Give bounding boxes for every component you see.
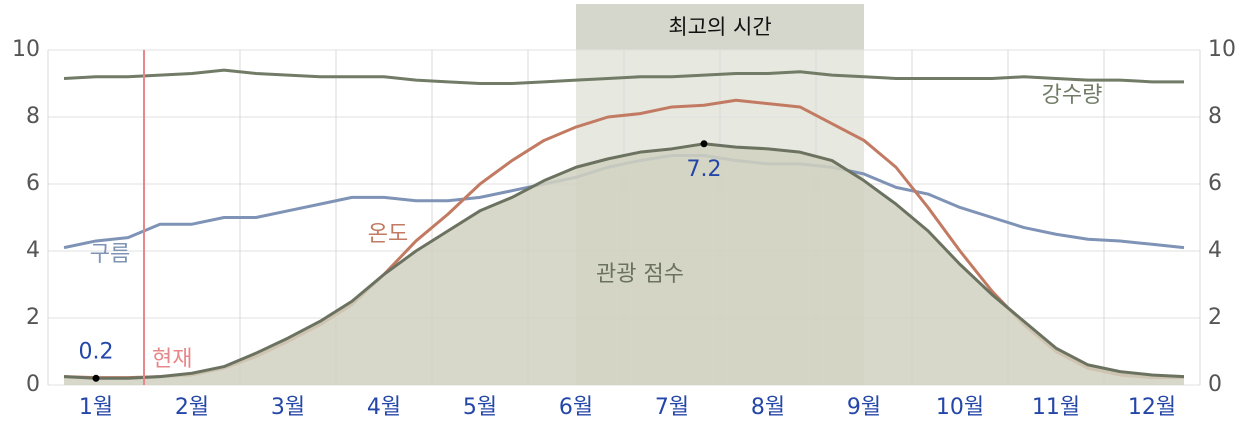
x-tick-label: 10월 [936, 395, 984, 420]
y-tick-label: 8 [26, 104, 40, 129]
y-tick-label: 6 [26, 171, 40, 196]
y-tick-label: 4 [26, 238, 40, 263]
series-label: 강수량 [1042, 83, 1103, 108]
extreme-dot [92, 374, 100, 382]
series-label: 관광 점수 [596, 262, 684, 287]
y-tick-label: 0 [26, 372, 40, 397]
y-tick-label: 10 [12, 37, 40, 62]
now-label: 현재 [152, 347, 192, 372]
x-tick-label: 1월 [79, 395, 113, 420]
x-tick-label: 11월 [1032, 395, 1080, 420]
x-tick-label: 5월 [463, 395, 497, 420]
y-tick-label-right: 8 [1208, 104, 1222, 129]
area [64, 143, 1184, 385]
x-tick-label: 9월 [847, 395, 881, 420]
x-tick-label: 12월 [1128, 395, 1176, 420]
x-tick-label: 2월 [175, 395, 209, 420]
series-line [63, 68, 1184, 85]
y-tick-label-right: 0 [1208, 372, 1222, 397]
y-tick-label-right: 6 [1208, 171, 1222, 196]
x-tick-label: 7월 [655, 395, 689, 420]
extreme-label: 7.2 [687, 157, 722, 182]
x-tick-label: 3월 [271, 395, 305, 420]
x-tick-label: 8월 [751, 395, 785, 420]
x-tick-label: 6월 [559, 395, 593, 420]
best-time-header [576, 4, 864, 50]
series-line [63, 142, 1185, 380]
y-tick-label-right: 4 [1208, 238, 1222, 263]
series-label: 온도 [368, 222, 408, 247]
extreme-label: 0.2 [79, 339, 114, 364]
series-label: 구름 [90, 242, 130, 267]
x-tick-label: 4월 [367, 395, 401, 420]
extreme-dot [700, 140, 708, 148]
y-tick-label-right: 2 [1208, 305, 1222, 330]
y-tick-label-right: 10 [1208, 37, 1236, 62]
y-tick-label: 2 [26, 305, 40, 330]
best-time-label: 최고의 시간 [668, 15, 771, 39]
